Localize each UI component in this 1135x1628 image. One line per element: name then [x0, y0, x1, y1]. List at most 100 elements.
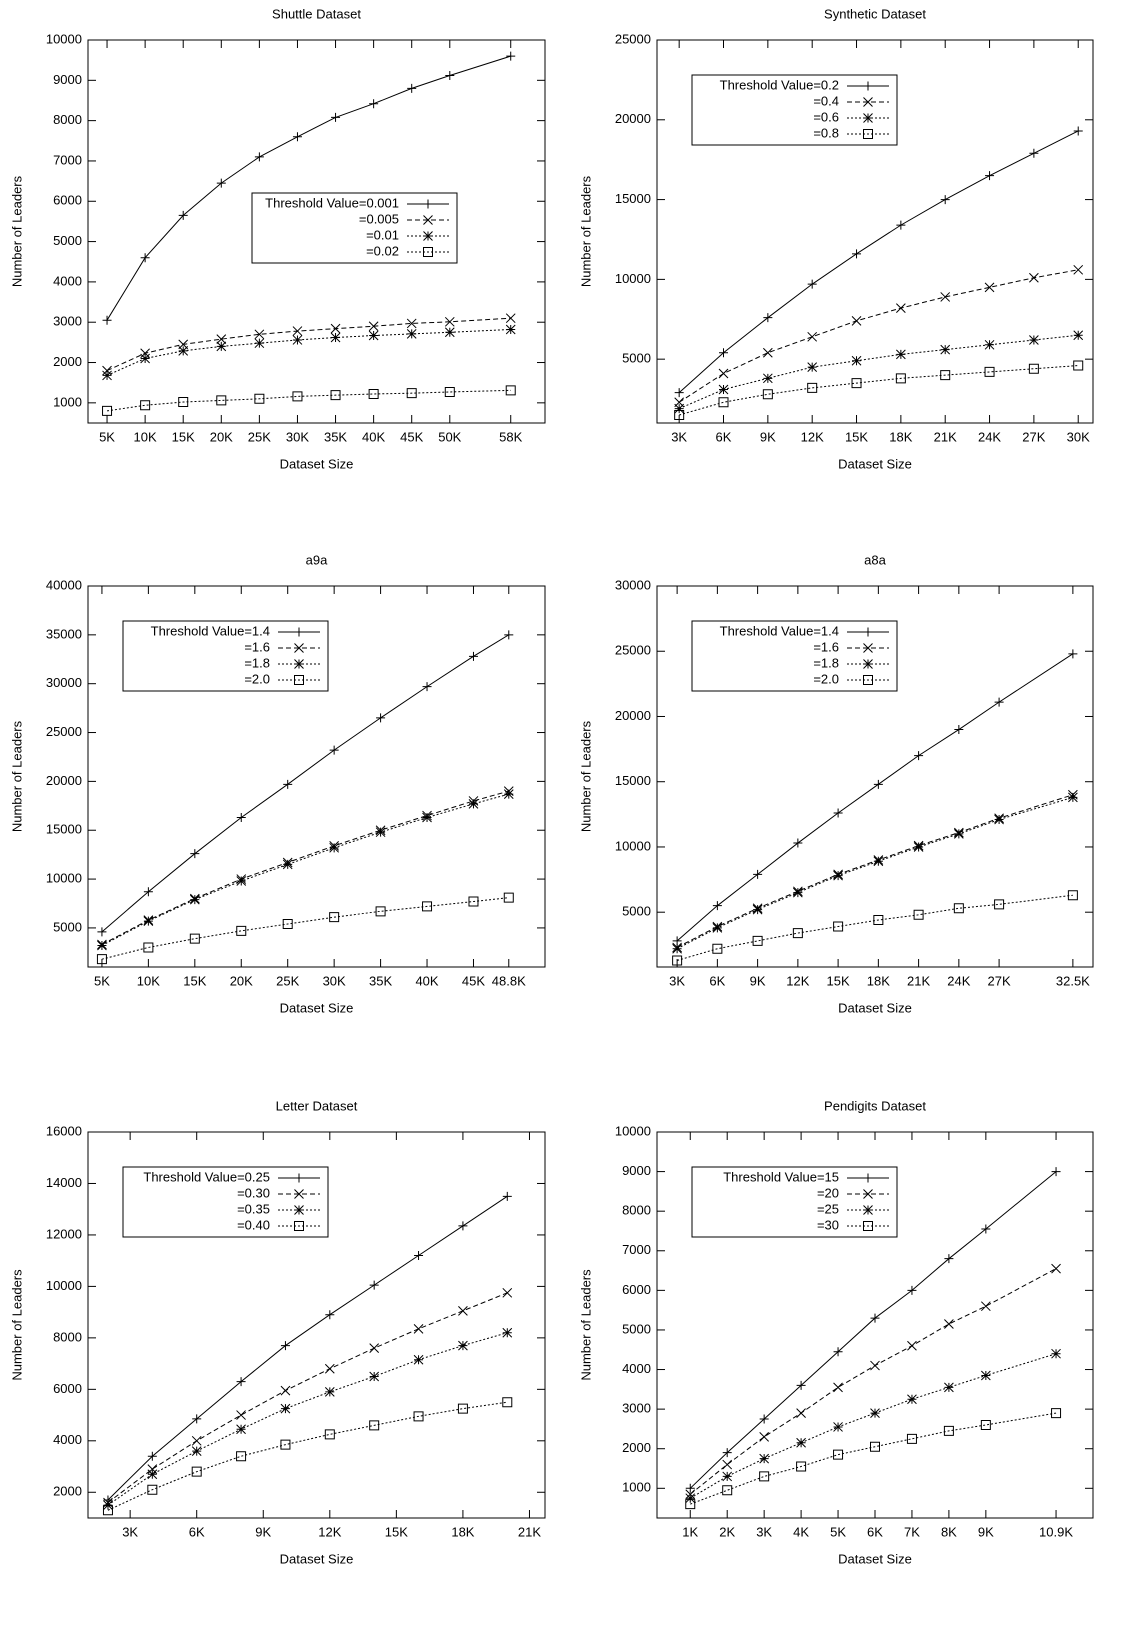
legend-label: Threshold Value=0.25 [143, 1169, 270, 1184]
series-line [108, 1402, 507, 1510]
data-point [1074, 265, 1083, 274]
data-point [675, 404, 684, 413]
data-point [834, 809, 843, 818]
y-axis-label: Number of Leaders [578, 1269, 593, 1381]
data-point [1052, 1349, 1061, 1358]
legend-label: =2.0 [813, 671, 839, 686]
data-point [458, 1306, 467, 1315]
data-point [458, 1341, 467, 1350]
data-point [414, 1355, 423, 1364]
chart-title: a9a [306, 552, 328, 567]
data-point [144, 943, 153, 952]
data-point [793, 888, 802, 897]
data-point [760, 1472, 769, 1481]
series-line [108, 1293, 507, 1503]
x-tick-label: 15K [172, 429, 195, 444]
data-point [1074, 361, 1083, 370]
data-point [808, 332, 817, 341]
series-line [677, 895, 1073, 960]
data-point [141, 354, 150, 363]
data-point [414, 1251, 423, 1260]
legend-marker [424, 232, 433, 241]
data-point [808, 280, 817, 289]
x-tick-label: 20K [230, 973, 253, 988]
x-tick-label: 18K [867, 973, 890, 988]
legend-label: Threshold Value=0.001 [265, 195, 399, 210]
data-point [907, 1395, 916, 1404]
x-tick-label: 18K [889, 429, 912, 444]
x-tick-label: 15K [827, 973, 850, 988]
data-point [944, 1383, 953, 1392]
y-tick-label: 6000 [53, 1381, 82, 1396]
data-point [1068, 793, 1077, 802]
data-point [719, 398, 728, 407]
chart-title: Synthetic Dataset [824, 6, 926, 21]
x-tick-label: 50K [438, 429, 461, 444]
x-tick-label: 30K [323, 973, 346, 988]
series-line [107, 56, 511, 320]
data-point [1029, 149, 1038, 158]
legend-label: =25 [817, 1201, 839, 1216]
legend-label: =1.8 [813, 655, 839, 670]
x-tick-label: 35K [369, 973, 392, 988]
data-point [469, 799, 478, 808]
data-point [407, 84, 416, 93]
y-tick-label: 30000 [615, 577, 651, 592]
legend-label: =0.4 [813, 93, 839, 108]
x-tick-label: 4K [793, 1524, 809, 1539]
data-point [407, 329, 416, 338]
y-tick-label: 8000 [622, 1203, 651, 1218]
data-point [834, 1383, 843, 1392]
x-tick-label: 12K [786, 973, 809, 988]
legend-label: =0.8 [813, 125, 839, 140]
data-point [255, 339, 264, 348]
y-tick-label: 5000 [53, 919, 82, 934]
x-tick-label: 25K [248, 429, 271, 444]
y-tick-label: 16000 [46, 1123, 82, 1138]
chart-title: Letter Dataset [276, 1098, 358, 1113]
data-point [914, 842, 923, 851]
x-tick-label: 9K [978, 1524, 994, 1539]
data-point [237, 1452, 246, 1461]
y-tick-label: 7000 [622, 1242, 651, 1257]
legend-label: =0.35 [237, 1201, 270, 1216]
x-tick-label: 1K [682, 1524, 698, 1539]
x-tick-label: 40K [415, 973, 438, 988]
chart-panel: Pendigits DatasetDataset SizeNumber of L… [578, 1098, 1093, 1566]
x-tick-label: 15K [845, 429, 868, 444]
legend-label: =0.6 [813, 109, 839, 124]
data-point [237, 1411, 246, 1420]
data-point [330, 746, 339, 755]
data-point [331, 324, 340, 333]
y-tick-label: 10000 [615, 838, 651, 853]
data-point [255, 152, 264, 161]
data-point [673, 944, 682, 953]
y-tick-label: 1000 [53, 394, 82, 409]
y-tick-label: 6000 [622, 1282, 651, 1297]
x-tick-label: 24K [947, 973, 970, 988]
legend-label: =0.01 [366, 227, 399, 242]
data-point [281, 1386, 290, 1395]
data-point [914, 751, 923, 760]
data-point [97, 941, 106, 950]
data-point [941, 345, 950, 354]
y-tick-label: 4000 [53, 1432, 82, 1447]
series-line [677, 654, 1073, 941]
y-tick-label: 15000 [615, 773, 651, 788]
data-point [217, 342, 226, 351]
data-point [506, 325, 515, 334]
series-line [107, 390, 511, 411]
x-tick-label: 27K [988, 973, 1011, 988]
data-point [445, 71, 454, 80]
data-point [985, 283, 994, 292]
chart-title: Pendigits Dataset [824, 1098, 926, 1113]
y-axis-label: Number of Leaders [578, 175, 593, 287]
data-point [503, 1288, 512, 1297]
data-point [797, 1438, 806, 1447]
data-point [834, 1450, 843, 1459]
data-point [954, 829, 963, 838]
y-tick-label: 15000 [46, 822, 82, 837]
data-point [797, 1409, 806, 1418]
data-point [1074, 331, 1083, 340]
y-tick-label: 5000 [622, 904, 651, 919]
